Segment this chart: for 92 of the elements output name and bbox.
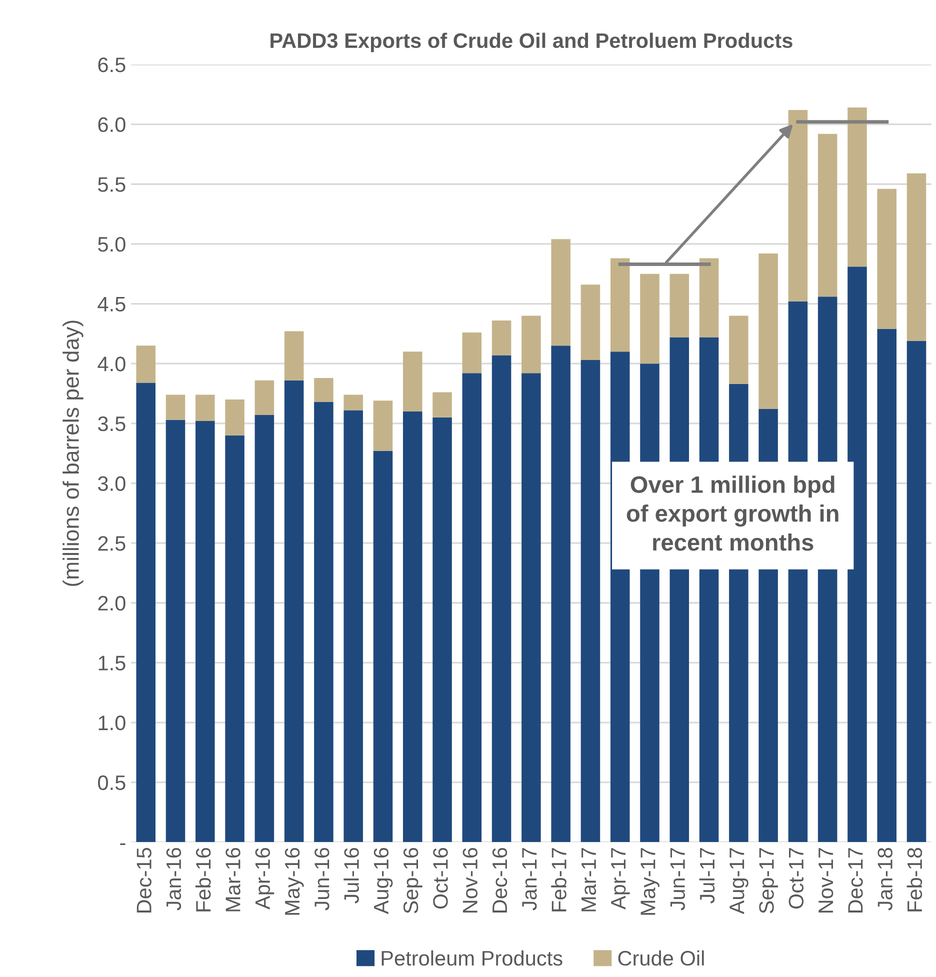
bar [402, 411, 422, 842]
bar [906, 173, 926, 341]
y-tick-label: 3.0 [98, 476, 126, 491]
bar [254, 415, 274, 842]
x-tick-label: Feb-17 [551, 848, 566, 912]
x-tick-label: Jun-17 [670, 848, 685, 910]
bar [580, 360, 600, 842]
x-tick-label: Sep-16 [403, 848, 422, 914]
bar [373, 400, 393, 451]
bar [610, 258, 630, 352]
bar [522, 316, 541, 374]
annotation: Over 1 million bpd of export growth in recent months [626, 476, 838, 551]
x-tick-label: Mar-17 [582, 848, 596, 912]
bar [344, 410, 363, 842]
bar [699, 258, 719, 338]
bar [225, 399, 244, 436]
y-axis-title: (millions of barrels per day) [62, 320, 84, 586]
bar [877, 328, 896, 842]
legend-label: Petroleum Products [382, 950, 562, 966]
x-tick-label: Nov-17 [818, 848, 834, 912]
bar [462, 373, 482, 842]
x-tick-label: Jul-16 [344, 848, 359, 904]
bar [492, 320, 512, 356]
bar [522, 373, 541, 842]
x-tick-label: Mar-16 [226, 848, 240, 912]
y-tick-label: 6.5 [98, 57, 126, 72]
x-tick-label: Dec-17 [848, 848, 863, 912]
legend-label: Crude Oil [618, 950, 704, 966]
y-tick-label: 1.0 [98, 716, 126, 730]
bar [284, 380, 304, 842]
y-tick-label: 5.5 [98, 177, 126, 192]
y-tick-label: 6.0 [98, 117, 126, 132]
x-tick-label: Dec-16 [492, 848, 508, 912]
y-tick-label: 3.5 [98, 416, 126, 432]
bar [729, 316, 748, 384]
y-tick-label: 1.5 [98, 656, 126, 670]
bar [818, 134, 838, 297]
x-tick-label: May-17 [640, 848, 660, 915]
bar [551, 346, 570, 842]
x-tick-label: Jun-16 [314, 848, 330, 910]
bar [373, 450, 393, 842]
bar [580, 284, 600, 360]
x-tick-label: Aug-16 [374, 848, 393, 914]
x-tick-label: Feb-18 [906, 848, 922, 912]
bar [136, 382, 156, 842]
bar [906, 340, 926, 842]
bar [788, 110, 808, 302]
y-tick-label: 5.0 [98, 236, 126, 252]
bar [462, 332, 482, 374]
x-tick-label: Feb-16 [195, 848, 211, 912]
x-tick-label: Aug-17 [730, 848, 748, 914]
y-tick-label: 4.0 [98, 356, 126, 372]
bar [196, 394, 215, 422]
x-tick-label: Oct-16 [433, 848, 448, 909]
y-tick-label: 4.5 [98, 296, 126, 312]
x-tick-label: Nov-16 [462, 848, 478, 912]
bar [492, 355, 512, 842]
bar [136, 346, 156, 383]
bar [758, 254, 778, 410]
x-tick-label: Jan-17 [522, 848, 537, 910]
bar [640, 274, 660, 364]
bar [432, 417, 452, 842]
bar [254, 380, 274, 416]
y-tick-label: 2.5 [98, 536, 126, 551]
x-tick-label: May-16 [284, 848, 304, 915]
bar [314, 378, 334, 402]
bar [196, 421, 215, 842]
x-tick-label: Apr-16 [255, 848, 274, 910]
x-tick-label: Jan-16 [166, 848, 182, 910]
bar [670, 274, 690, 338]
x-tick-label: Jan-18 [878, 848, 892, 910]
x-tick-label: Apr-17 [611, 848, 630, 910]
bar [225, 435, 244, 842]
bar [344, 394, 363, 410]
y-tick-label: - [120, 843, 126, 846]
bar [432, 392, 452, 418]
x-tick-label: Jul-17 [699, 848, 715, 904]
bar [284, 331, 304, 380]
x-tick-label: Dec-15 [136, 848, 152, 912]
bar [877, 188, 896, 329]
y-tick-label: 2.0 [98, 596, 126, 611]
bar [551, 239, 570, 346]
chart-title: PADD3 Exports of Crude Oil and Petroluem Products [270, 32, 792, 52]
bar [166, 420, 186, 842]
bar [166, 394, 186, 420]
bar [402, 352, 422, 412]
bar [848, 266, 867, 842]
x-tick-label: Oct-17 [788, 848, 804, 909]
y-tick-label: 0.5 [98, 775, 126, 790]
bar [848, 108, 867, 267]
bar [314, 402, 334, 842]
x-tick-label: Sep-17 [759, 848, 778, 914]
